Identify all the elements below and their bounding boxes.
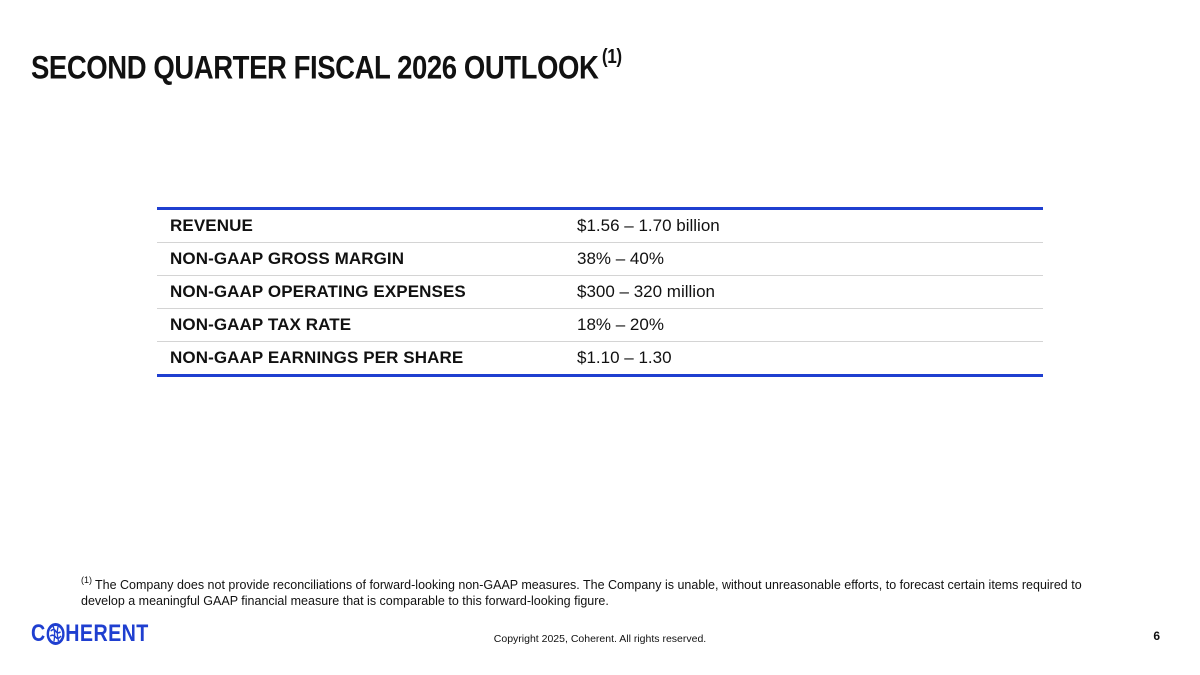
coherent-logo: C HERENT: [31, 620, 149, 648]
title-footnote-marker: (1): [601, 46, 622, 68]
metric-label: NON-GAAP EARNINGS PER SHARE: [170, 348, 464, 367]
metric-value: $1.10 – 1.30: [577, 348, 672, 367]
table-row: NON-GAAP TAX RATE 18% – 20%: [157, 308, 1043, 342]
metric-value: 38% – 40%: [564, 242, 1043, 276]
table-row: NON-GAAP GROSS MARGIN 38% – 40%: [157, 242, 1043, 276]
metric-value: $300 – 320 million: [564, 275, 1043, 309]
table-row: REVENUE $1.56 – 1.70 billion: [157, 208, 1043, 243]
metric-label: NON-GAAP OPERATING EXPENSES: [157, 275, 564, 309]
footnote-marker: (1): [81, 575, 92, 585]
logo-letter-c: C: [31, 620, 46, 647]
page-title: SECOND QUARTER FISCAL 2026 OUTLOOK (1): [31, 42, 622, 87]
metric-value: 18% – 20%: [564, 308, 1043, 342]
copyright-text: Copyright 2025, Coherent. All rights res…: [493, 633, 707, 645]
page-number: 6: [1153, 629, 1160, 643]
logo-letters-herent: HERENT: [65, 620, 149, 647]
page-title-text: SECOND QUARTER FISCAL 2026 OUTLOOK: [31, 49, 599, 86]
metric-value: $1.56 – 1.70 billion: [564, 208, 1043, 243]
footnote-text: The Company does not provide reconciliat…: [81, 578, 1082, 608]
table-row: NON-GAAP EARNINGS PER SHARE $1.10 – 1.30: [157, 342, 1043, 376]
metric-label: REVENUE: [157, 208, 564, 243]
outlook-table: REVENUE $1.56 – 1.70 billion NON-GAAP GR…: [157, 207, 1043, 377]
metric-label: NON-GAAP GROSS MARGIN: [157, 242, 564, 276]
metric-label: NON-GAAP TAX RATE: [157, 308, 564, 342]
footnote: (1) The Company does not provide reconcil…: [81, 574, 1121, 609]
globe-o-icon: [46, 623, 65, 645]
table-row: NON-GAAP OPERATING EXPENSES $300 – 320 m…: [157, 275, 1043, 309]
